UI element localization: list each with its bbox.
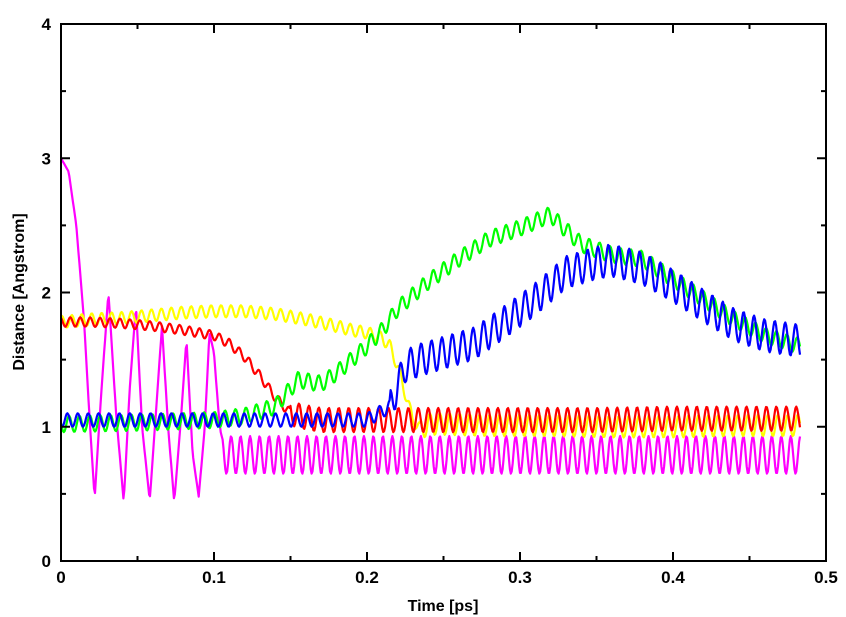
- series-line-0: [60, 157, 802, 500]
- y-tick-label: 3: [42, 149, 51, 168]
- x-tick-label: 0.4: [661, 568, 685, 587]
- x-tick-label: 0.1: [202, 568, 226, 587]
- series-line-3: [59, 206, 802, 434]
- y-tick-label: 2: [42, 284, 51, 303]
- x-tick-label: 0.2: [355, 568, 379, 587]
- series-line-4: [60, 243, 802, 428]
- ticks-layer: [60, 23, 827, 562]
- series-layer: [59, 157, 802, 500]
- y-tick-label: 4: [42, 15, 52, 34]
- tick-labels: 0 0.1 0.2 0.3 0.4 0.5 0 1 2 3 4: [42, 15, 838, 587]
- y-tick-label: 1: [42, 418, 51, 437]
- x-axis-title: Time [ps]: [408, 598, 479, 615]
- y-tick-label: 0: [42, 552, 51, 571]
- x-tick-label: 0.5: [814, 568, 838, 587]
- x-tick-label: 0.3: [508, 568, 532, 587]
- x-tick-label: 0: [56, 568, 65, 587]
- y-axis-title: Distance [Angstrom]: [11, 213, 28, 370]
- series-line-2: [60, 316, 802, 434]
